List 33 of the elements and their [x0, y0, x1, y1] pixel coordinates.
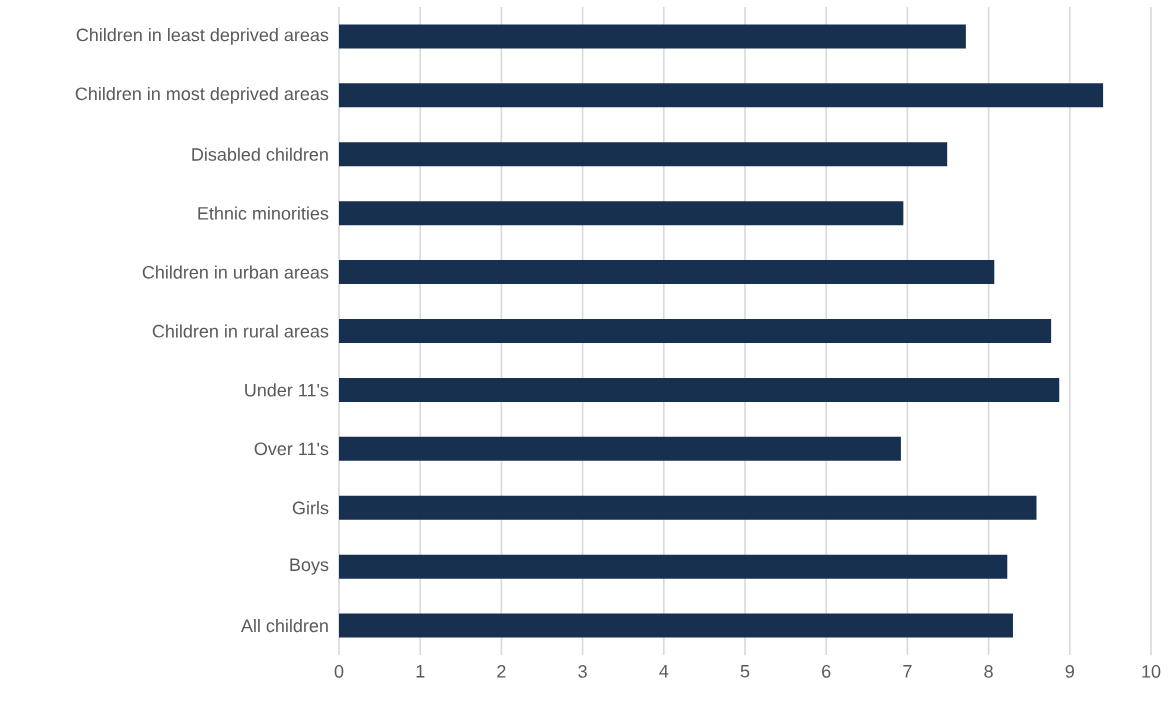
x-tick-label: 10: [1142, 665, 1161, 678]
bar: [339, 83, 1104, 108]
y-tick-label: Disabled children: [192, 147, 328, 161]
x-tick-label: 4: [659, 665, 669, 678]
x-tick-label: 9: [1065, 665, 1074, 678]
x-tick-label: 6: [822, 665, 831, 678]
y-tick-label: Children in least deprived areas: [76, 28, 329, 45]
y-tick-label: Ethnic minorities: [198, 206, 329, 220]
bar: [339, 319, 1052, 343]
y-tick-label: Girls: [292, 501, 329, 515]
y-tick-label: Over 11's: [254, 442, 329, 456]
bar: [339, 554, 1008, 579]
x-tick-label: 7: [903, 665, 912, 678]
y-tick-label: Children in urban areas: [142, 265, 329, 279]
x-tick-label: 3: [578, 665, 587, 678]
y-tick-label: Boys: [290, 558, 329, 575]
bar: [339, 377, 1060, 402]
x-tick-label: 0: [334, 665, 344, 678]
x-tick-label: 2: [497, 665, 506, 678]
bar: [339, 613, 1013, 638]
bar: [339, 436, 901, 461]
bar: [339, 201, 904, 226]
x-tick-label: 8: [984, 665, 993, 678]
bar: [339, 260, 995, 285]
y-tick-label: Under 11's: [245, 383, 329, 397]
y-tick-label: All children: [240, 618, 328, 633]
y-tick-label: Children in rural areas: [152, 324, 329, 338]
x-tick-label: 5: [740, 665, 750, 678]
bar: [339, 24, 966, 49]
bar: [339, 142, 948, 167]
x-tick-label: 1: [416, 665, 425, 678]
y-tick-label: Children in most deprived areas: [75, 86, 329, 104]
bar: [339, 495, 1037, 520]
